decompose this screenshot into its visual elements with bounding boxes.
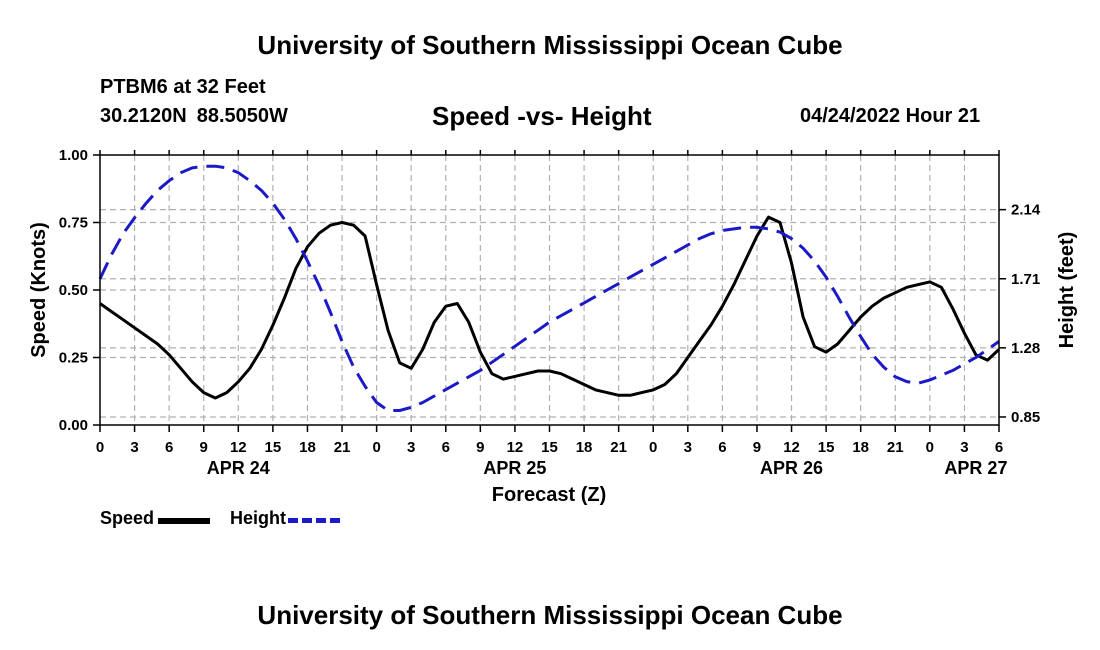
chart-subtitle: Speed -vs- Height bbox=[432, 101, 652, 131]
x-tick-label: 6 bbox=[995, 439, 1003, 456]
x-tick-label: 6 bbox=[165, 439, 173, 456]
x-date-label: APR 24 bbox=[207, 458, 270, 478]
y-right-tick-label: 0.85 bbox=[1011, 409, 1040, 426]
y-right-tick-label: 1.71 bbox=[1011, 271, 1040, 288]
x-tick-label: 0 bbox=[96, 439, 104, 456]
x-tick-label: 15 bbox=[818, 439, 835, 456]
x-tick-label: 15 bbox=[265, 439, 282, 456]
x-tick-label: 6 bbox=[718, 439, 726, 456]
latitude: 30.2120N bbox=[100, 105, 187, 127]
y-axis-left-label: Speed (Knots) bbox=[28, 222, 50, 358]
series-lines bbox=[98, 164, 1001, 412]
legend-height: Height bbox=[230, 508, 340, 529]
legend-height-label: Height bbox=[230, 508, 286, 528]
x-tick-label: 15 bbox=[541, 439, 558, 456]
x-date-label: APR 25 bbox=[483, 458, 546, 478]
x-date-label: APR 27 bbox=[944, 458, 1007, 478]
x-axis-label: Forecast (Z) bbox=[492, 484, 606, 506]
footer-title: University of Southern Mississippi Ocean… bbox=[257, 600, 843, 630]
y-axis-right-label: Height (feet) bbox=[1056, 232, 1078, 349]
x-tick-label: 18 bbox=[576, 439, 593, 456]
y-left-tick-label: 1.00 bbox=[59, 147, 88, 164]
legend-speed-label: Speed bbox=[100, 508, 155, 528]
x-tick-label: 0 bbox=[926, 439, 934, 456]
station-name: PTBM6 at 32 Feet bbox=[100, 76, 266, 98]
x-tick-label: 3 bbox=[960, 439, 968, 456]
legend-height-swatch bbox=[288, 518, 340, 523]
x-tick-label: 3 bbox=[130, 439, 138, 456]
y-right-tick-label: 1.28 bbox=[1011, 340, 1040, 357]
y-left-tick-label: 0.50 bbox=[59, 282, 88, 299]
x-tick-label: 0 bbox=[649, 439, 657, 456]
x-tick-label: 12 bbox=[783, 439, 800, 456]
x-tick-label: 9 bbox=[753, 439, 761, 456]
x-tick-label: 12 bbox=[230, 439, 247, 456]
x-tick-label: 18 bbox=[852, 439, 869, 456]
axes: 0 3 6 9 12 15 18 21 0 3 6 9 12 15 18 21 0 3 6 9 12 15 18 21 0 3 6 A… bbox=[59, 147, 1041, 478]
legend-speed: Speed bbox=[100, 508, 211, 529]
x-tick-label: 12 bbox=[507, 439, 524, 456]
x-tick-label: 3 bbox=[407, 439, 415, 456]
y-left-tick-label: 0.00 bbox=[59, 417, 88, 434]
x-tick-label: 3 bbox=[684, 439, 692, 456]
y-left-tick-label: 0.25 bbox=[59, 350, 88, 367]
x-tick-label: 6 bbox=[442, 439, 450, 456]
x-tick-label: 21 bbox=[334, 439, 351, 456]
x-tick-label: 0 bbox=[372, 439, 380, 456]
x-tick-label: 18 bbox=[299, 439, 316, 456]
x-tick-label: 9 bbox=[476, 439, 484, 456]
station-coordinates: 30.2120N 88.5050W bbox=[100, 105, 298, 128]
x-tick-label: 21 bbox=[887, 439, 904, 456]
y-left-tick-label: 0.75 bbox=[59, 215, 88, 232]
y-right-tick-label: 2.14 bbox=[1011, 202, 1041, 219]
x-tick-label: 21 bbox=[610, 439, 627, 456]
main-title: University of Southern Mississippi Ocean… bbox=[257, 30, 843, 60]
longitude: 88.5050W bbox=[196, 105, 288, 127]
forecast-datetime: 04/24/2022 Hour 21 bbox=[800, 105, 981, 127]
series-speed-line bbox=[99, 215, 1001, 400]
grid-lines bbox=[100, 155, 999, 425]
x-date-label: APR 26 bbox=[760, 458, 823, 478]
legend-speed-swatch bbox=[158, 517, 211, 524]
series-height-line bbox=[98, 164, 1000, 412]
x-tick-label: 9 bbox=[200, 439, 208, 456]
